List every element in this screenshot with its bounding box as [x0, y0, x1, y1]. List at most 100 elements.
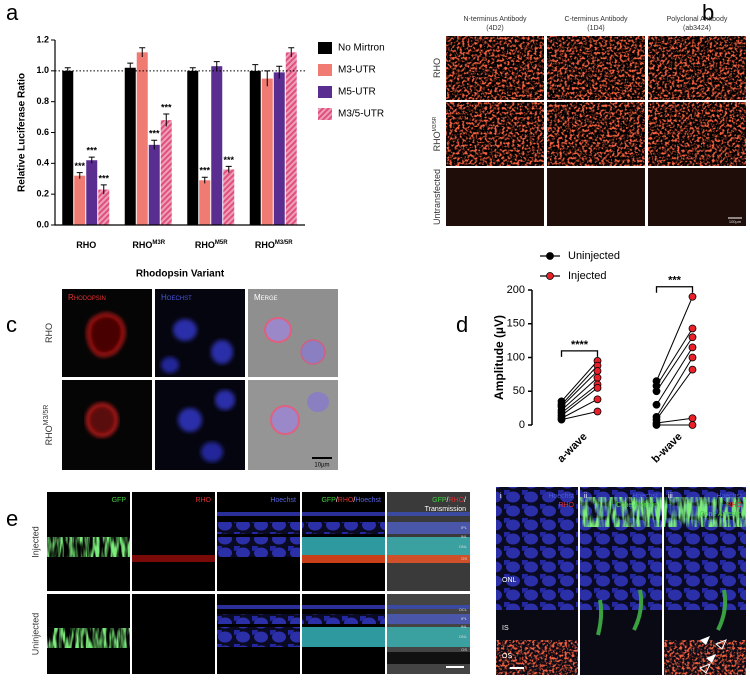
y-tick-label: 50 — [513, 385, 525, 397]
label-part: / — [464, 497, 466, 504]
image-label: Hoechst — [270, 497, 296, 504]
nuclear-layer — [217, 522, 300, 534]
nuclear-layer — [387, 614, 470, 624]
image-label: Hoechst — [161, 293, 192, 302]
data-point — [652, 387, 661, 396]
arrestin-signal — [664, 497, 746, 527]
significance: *** — [161, 102, 172, 112]
error-bar — [76, 172, 83, 179]
image-label: Rhodopsin — [68, 293, 106, 302]
label-part: GFP — [321, 497, 336, 504]
layer-label: OCL — [459, 607, 468, 612]
nucleus — [173, 319, 197, 341]
pair-line — [561, 365, 598, 406]
legend-marker — [546, 252, 554, 260]
data-point — [593, 367, 602, 375]
layer-label: IPL — [461, 525, 468, 530]
pair-line — [561, 398, 598, 419]
cell — [300, 339, 326, 365]
data-point — [557, 415, 566, 424]
category-sup: M3R — [152, 240, 165, 246]
legend-label: M5-UTR — [338, 87, 376, 98]
significance: *** — [98, 173, 109, 183]
scale-bar-label: 100µm — [729, 219, 742, 224]
row-label-text: RHO — [432, 131, 442, 151]
nucleus — [201, 442, 223, 462]
bar — [199, 180, 211, 225]
legend-label: Injected — [568, 270, 607, 282]
arrowhead — [700, 636, 716, 663]
error-bar — [213, 61, 220, 71]
data-point — [688, 365, 697, 374]
label-part: Hoechst — [355, 497, 381, 504]
bar — [74, 175, 86, 225]
x-tick-label: RHOM3R — [132, 240, 165, 251]
category-base: RHO — [76, 240, 96, 250]
significance: *** — [668, 275, 682, 287]
label-part: / — [447, 497, 449, 504]
label-part: GFP — [432, 497, 447, 504]
gfp-band — [47, 537, 130, 557]
label-part: RHO — [448, 497, 464, 504]
legend-label: Uninjected — [568, 250, 620, 262]
image-label: RHO — [195, 497, 211, 504]
error-bar — [127, 62, 134, 73]
bar — [62, 70, 74, 225]
panel-c: Rhodopsin Hoechst Merge 10µm RHO RHOM3/5… — [43, 289, 338, 470]
error-bar — [276, 65, 283, 79]
arrestin-signal — [596, 589, 644, 636]
micrograph — [547, 168, 645, 226]
significance-bracket — [560, 350, 599, 357]
row-label-text: RHO — [44, 425, 54, 445]
x-tick-label: b-wave — [650, 431, 685, 466]
panel-letters: a b c d e f — [6, 0, 714, 531]
column-header: C-terminus Antibody — [564, 16, 628, 23]
category-sup: M3/5R — [275, 240, 293, 246]
pair-line — [656, 417, 693, 424]
y-tick-label: 100 — [507, 351, 525, 363]
significance: *** — [86, 146, 97, 156]
arrestin-signal — [716, 589, 728, 631]
image-label: GFP/RHO/Hoechst — [321, 497, 381, 504]
significance: *** — [199, 166, 210, 176]
panel-b: N-terminus Antibody (4D2) C-terminus Ant… — [432, 16, 746, 226]
data-point — [688, 333, 697, 342]
x-tick-label: RHOM5R — [195, 240, 228, 251]
y-tick-label: 200 — [507, 284, 525, 296]
cell — [270, 405, 300, 435]
layer-label: INL — [461, 534, 468, 539]
significance-bracket — [655, 286, 694, 293]
error-bar — [288, 47, 295, 57]
label-part: / — [353, 497, 355, 504]
x-axis-label: Rhodopsin Variant — [136, 269, 225, 280]
image-label: Hoechst — [548, 493, 574, 500]
image-label: Transmission — [425, 506, 466, 513]
image-label: Hoechst — [716, 493, 742, 500]
data-point — [652, 400, 661, 409]
nuclear-layer — [217, 614, 300, 624]
paired-chart: 0 50 100 150 200 Amplitude (µV) a-wave **** b-wa… — [492, 250, 697, 466]
nucleus — [215, 390, 235, 410]
error-bar — [151, 139, 158, 150]
bar-chart: 0.0 0.2 0.4 0.6 0.8 1.0 1.2 Relative Luciferase… — [17, 34, 385, 279]
layer-label: OS — [461, 647, 467, 652]
row-label: Untransfected — [432, 169, 442, 225]
nuclear-layer — [387, 512, 470, 516]
error-bar — [88, 156, 95, 164]
data-point — [593, 383, 602, 392]
layer-label: ONL — [459, 544, 468, 549]
micrograph — [648, 168, 746, 226]
scale-bar-label: 10µm — [314, 463, 329, 469]
nuclear-layer — [302, 522, 385, 534]
column-header: (4D2) — [486, 25, 504, 32]
bar — [136, 52, 148, 226]
rho-signal — [664, 640, 746, 675]
pair-line — [656, 347, 693, 406]
significance: *** — [149, 129, 160, 139]
label-part: / — [336, 497, 338, 504]
data-point — [688, 353, 697, 362]
panel-letter: b — [702, 0, 714, 25]
data-point — [688, 292, 697, 301]
nuclear-layer — [302, 614, 385, 624]
error-bar — [201, 176, 208, 184]
